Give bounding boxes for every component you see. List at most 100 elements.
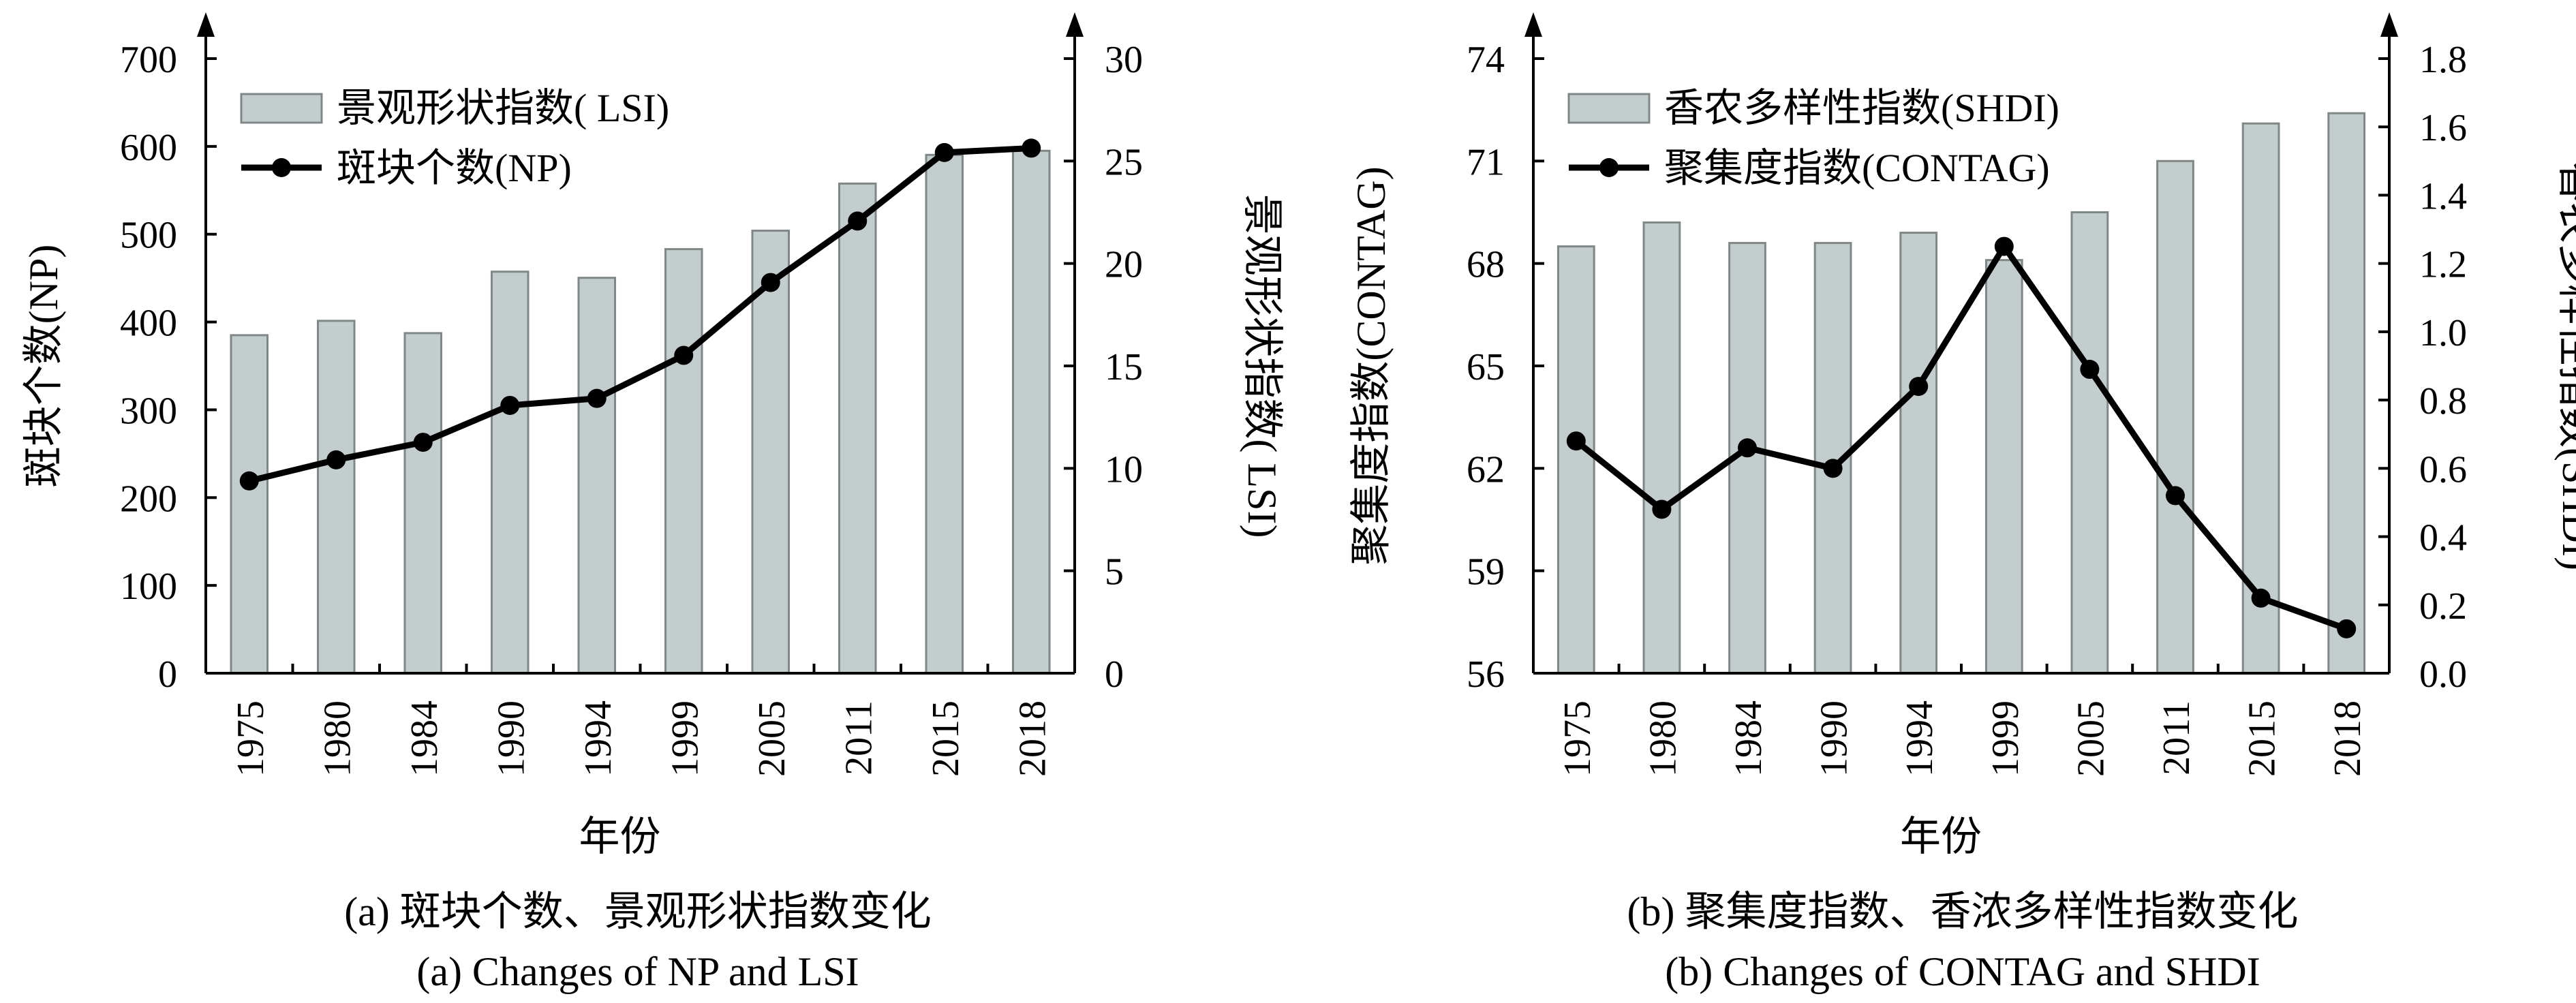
point-2018 [1022,138,1041,158]
series-line [248,144,1032,484]
y-axis-left-title: 聚集度指数(CONTAG) [1349,166,1394,565]
legend-bar-swatch [240,93,323,124]
bar-2018 [2327,112,2366,675]
point-1975 [239,471,259,491]
point-1999 [1994,236,2014,256]
bar-1994 [1899,232,1938,675]
x-tick-label: 2005 [2070,700,2112,777]
bar-1994 [577,277,617,675]
y-left-tick-label: 700 [120,39,177,81]
y-axis-left-arrow [197,12,215,37]
x-tick-label: 1990 [1813,700,1856,777]
x-axis-title: 年份 [1900,814,1982,859]
bar-1984 [403,332,443,675]
bar-1990 [490,271,530,675]
y-axis-right-arrow [1066,12,1084,37]
x-tick-label: 1994 [1899,700,1941,777]
point-1994 [1909,377,1929,397]
bar-1975 [230,334,269,675]
legend-bar-label: 景观形状指数( LSI) [337,86,669,130]
bar-2005 [751,230,791,675]
y-left-tick-label: 74 [1467,39,1505,81]
point-2005 [2080,360,2100,380]
y-right-tick-label: 1.2 [2419,244,2467,286]
x-axis-title: 年份 [579,814,661,859]
x-tick-label: 1984 [403,700,446,777]
bar-1980 [1642,221,1681,675]
caption-zh: (b) 聚集度指数、香浓多样性指数变化 [1627,889,2299,934]
x-tick-label: 1975 [1557,700,1599,777]
y-right-tick-label: 0.0 [2419,653,2467,696]
y-left-tick-label: 62 [1467,448,1505,491]
series-line [1574,243,2348,632]
point-1990 [1823,459,1843,478]
y-axis-left-arrow [1524,12,1542,37]
y-left-tick-label: 400 [120,303,177,345]
y-right-tick-label: 30 [1105,39,1143,81]
y-left-tick-label: 500 [120,215,177,257]
y-right-tick-label: 10 [1105,448,1143,491]
point-2015 [934,142,954,162]
x-tick-label: 2011 [838,700,880,775]
y-right-tick-label: 0.4 [2419,517,2467,559]
bar-2011 [2156,159,2194,675]
bar-2011 [838,182,877,675]
y-left-tick-label: 100 [120,566,177,608]
y-right-tick-label: 5 [1105,551,1124,593]
y-axis-right-arrow [2380,12,2398,37]
point-2011 [2166,486,2185,506]
point-1984 [413,433,433,452]
point-1984 [1738,438,1757,458]
y-left-tick-label: 59 [1467,551,1505,593]
y-right-tick-label: 1.8 [2419,39,2467,81]
x-tick-label: 2005 [751,700,793,777]
x-tick-label: 1980 [316,700,358,777]
x-tick-label: 1990 [490,700,532,777]
x-tick-label: 2018 [1011,700,1054,777]
y-left-tick-label: 600 [120,127,177,169]
bar-2005 [2070,211,2109,675]
y-right-tick-label: 1.0 [2419,312,2467,354]
y-axis-right-title: 香农多样性指数(SHDI) [2554,161,2576,570]
bar-2015 [925,153,964,675]
caption-en: (b) Changes of CONTAG and SHDI [1665,949,2260,994]
x-tick-label: 1999 [664,700,706,777]
bar-1999 [1984,259,2023,675]
legend-line-label: 聚集度指数(CONTAG) [1664,146,2050,190]
y-left-tick-label: 300 [120,390,177,432]
x-tick-label: 1975 [230,700,272,777]
x-tick-label: 1980 [1642,700,1684,777]
y-right-tick-label: 0.2 [2419,585,2467,628]
point-2018 [2337,619,2357,638]
x-tick-label: 1994 [577,700,619,777]
x-tick-label: 1999 [1984,700,2027,777]
bar-1975 [1557,245,1595,675]
point-2005 [761,273,780,292]
legend-line-marker [1599,158,1619,177]
point-2015 [2251,588,2271,608]
y-axis-right-title: 景观形状指数( LSI) [1240,194,1285,538]
y-right-tick-label: 0.6 [2419,448,2467,491]
legend-bar-swatch [1567,93,1651,124]
y-left-tick-label: 65 [1467,346,1505,388]
x-tick-label: 2015 [2241,700,2284,777]
chart-panel-a: 0 100 200 300 400 500 600 700 0 5 10 15 20 25 30 1975 19… [21,12,1285,994]
point-2011 [848,211,868,231]
caption-en: (a) Changes of NP and LSI [416,949,859,994]
x-tick-label: 2015 [925,700,967,777]
point-1999 [674,345,694,365]
point-1990 [500,395,520,415]
y-right-tick-label: 25 [1105,141,1143,183]
y-right-tick-label: 0 [1105,653,1124,696]
bar-1999 [664,248,703,675]
y-right-tick-label: 1.4 [2419,175,2467,217]
x-tick-label: 2011 [2156,700,2198,775]
y-left-tick-label: 56 [1467,653,1505,696]
y-left-tick-label: 200 [120,478,177,520]
y-left-tick-label: 0 [158,653,177,696]
y-right-tick-label: 0.8 [2419,380,2467,422]
legend-line-marker [272,158,291,177]
x-tick-label: 1984 [1728,700,1770,777]
caption-zh: (a) 斑块个数、景观形状指数变化 [344,889,932,934]
